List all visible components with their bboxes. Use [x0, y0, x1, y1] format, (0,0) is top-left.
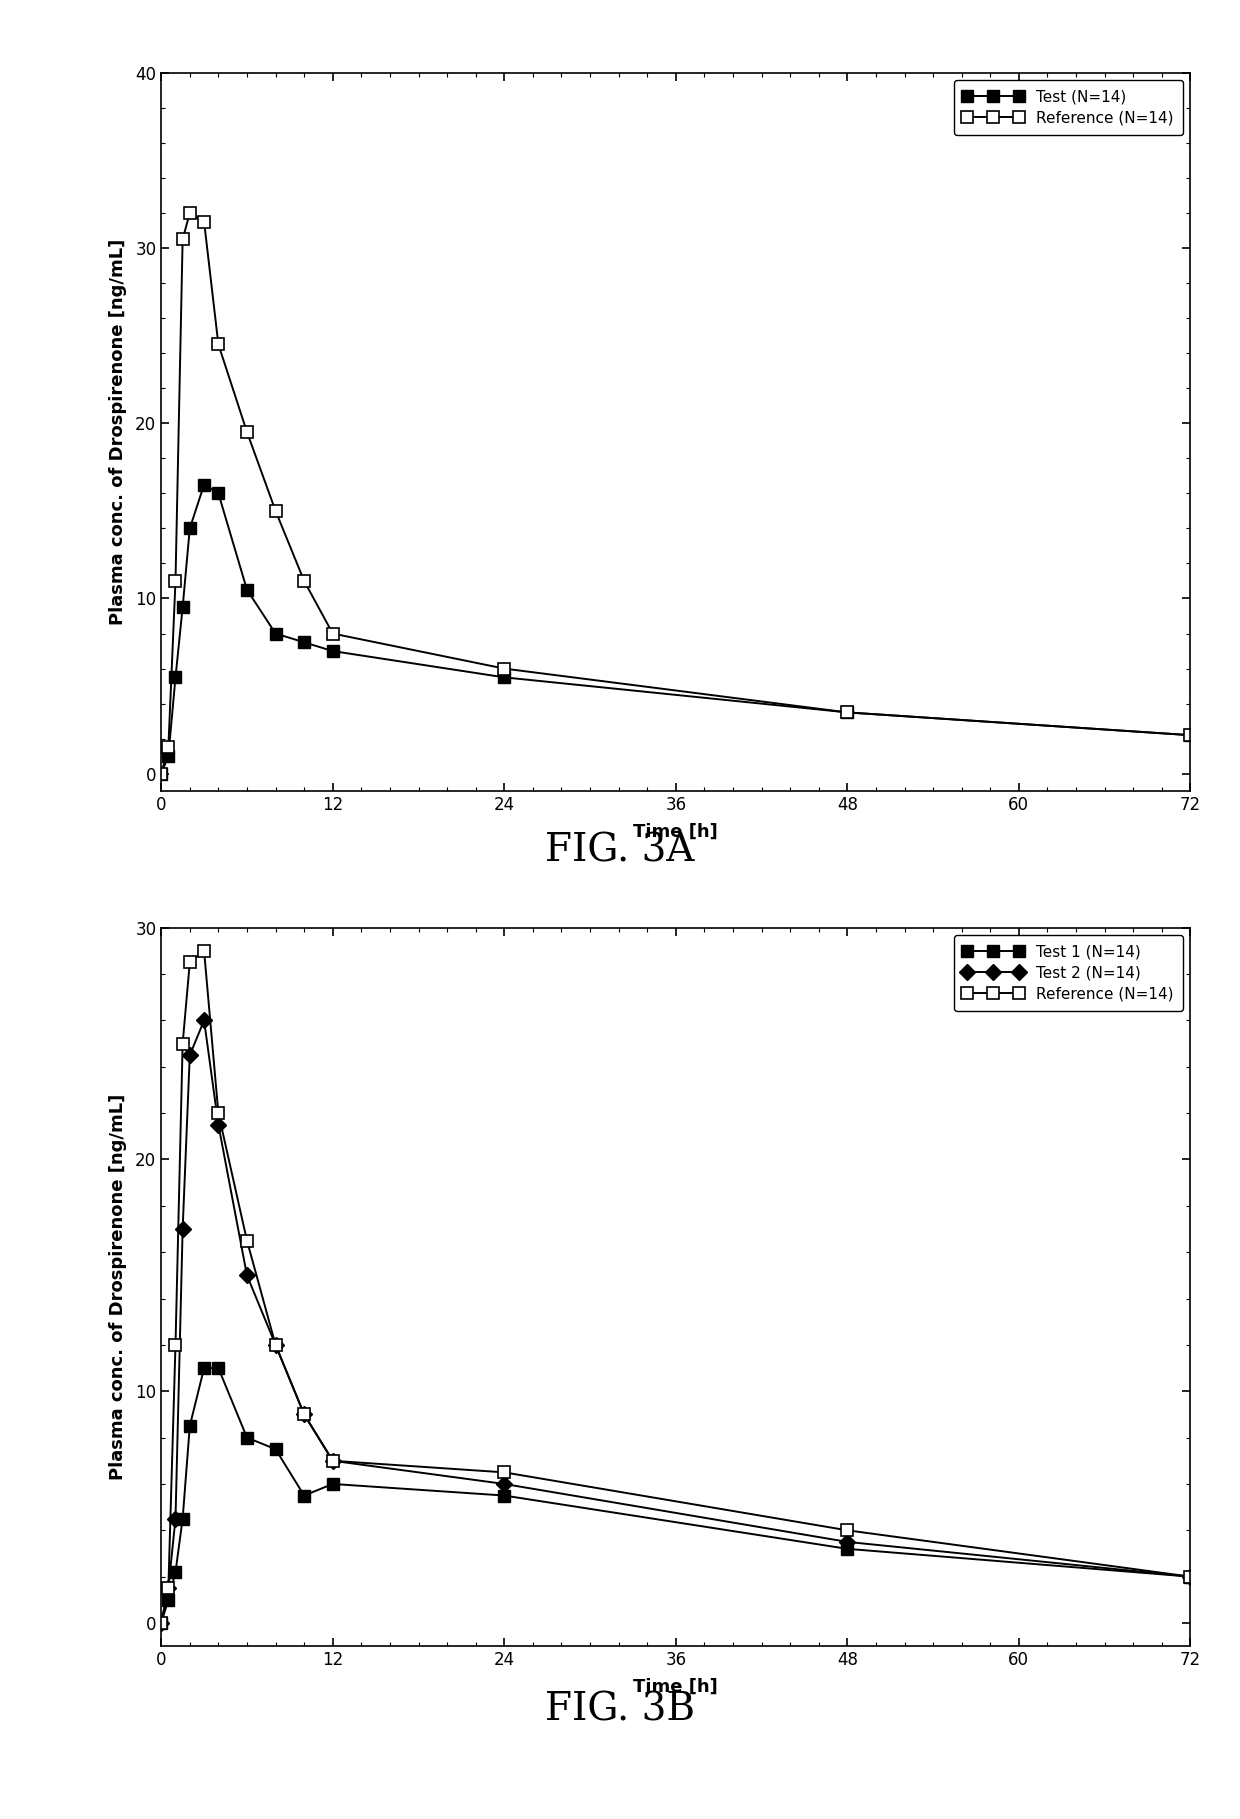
Test 1 (N=14) [325, 1473, 340, 1495]
Test 1 (N=14) [154, 1612, 169, 1633]
X-axis label: Time [h]: Time [h] [634, 1677, 718, 1695]
Test 1 (N=14) [239, 1426, 254, 1448]
Test 2 (N=14) [497, 1473, 512, 1495]
Reference (N=14) [182, 202, 197, 224]
Line: Test (N=14): Test (N=14) [156, 478, 1195, 779]
X-axis label: Time [h]: Time [h] [634, 822, 718, 840]
Test 1 (N=14) [175, 1508, 190, 1530]
Test (N=14) [169, 666, 184, 688]
Reference (N=14) [161, 737, 176, 759]
Test 1 (N=14) [169, 1561, 184, 1583]
Legend: Test (N=14), Reference (N=14): Test (N=14), Reference (N=14) [954, 80, 1183, 135]
Test 2 (N=14) [325, 1450, 340, 1472]
Reference (N=14) [839, 702, 854, 724]
Test 2 (N=14) [182, 1044, 197, 1066]
Test (N=14) [161, 746, 176, 768]
Test (N=14) [239, 578, 254, 600]
Test (N=14) [497, 666, 512, 688]
Test 2 (N=14) [1183, 1566, 1198, 1588]
Test (N=14) [325, 640, 340, 662]
Test 2 (N=14) [154, 1612, 169, 1633]
Reference (N=14) [268, 1333, 283, 1355]
Reference (N=14) [182, 951, 197, 973]
Line: Test 2 (N=14): Test 2 (N=14) [156, 1015, 1195, 1628]
Reference (N=14) [239, 422, 254, 444]
Test (N=14) [154, 762, 169, 784]
Reference (N=14) [154, 762, 169, 784]
Test 2 (N=14) [175, 1219, 190, 1241]
Reference (N=14) [175, 229, 190, 251]
Legend: Test 1 (N=14), Test 2 (N=14), Reference (N=14): Test 1 (N=14), Test 2 (N=14), Reference … [954, 935, 1183, 1011]
Line: Reference (N=14): Reference (N=14) [156, 946, 1195, 1628]
Test (N=14) [296, 631, 311, 653]
Reference (N=14) [268, 500, 283, 522]
Line: Test 1 (N=14): Test 1 (N=14) [156, 1362, 1195, 1628]
Reference (N=14) [325, 1450, 340, 1472]
Reference (N=14) [197, 211, 212, 233]
Test 1 (N=14) [197, 1357, 212, 1379]
Reference (N=14) [154, 1612, 169, 1633]
Reference (N=14) [296, 1404, 311, 1426]
Test 2 (N=14) [296, 1404, 311, 1426]
Test (N=14) [175, 597, 190, 618]
Reference (N=14) [211, 1102, 226, 1124]
Test (N=14) [268, 622, 283, 644]
Text: FIG. 3B: FIG. 3B [546, 1692, 694, 1728]
Reference (N=14) [1183, 724, 1198, 746]
Reference (N=14) [497, 658, 512, 680]
Test 1 (N=14) [182, 1415, 197, 1437]
Test (N=14) [182, 517, 197, 538]
Test (N=14) [211, 482, 226, 504]
Reference (N=14) [169, 1333, 184, 1355]
Test (N=14) [839, 702, 854, 724]
Test 1 (N=14) [296, 1484, 311, 1506]
Reference (N=14) [325, 622, 340, 644]
Test 1 (N=14) [839, 1537, 854, 1559]
Reference (N=14) [161, 1577, 176, 1599]
Test (N=14) [1183, 724, 1198, 746]
Reference (N=14) [1183, 1566, 1198, 1588]
Line: Reference (N=14): Reference (N=14) [156, 207, 1195, 779]
Text: FIG. 3A: FIG. 3A [546, 833, 694, 869]
Reference (N=14) [296, 569, 311, 591]
Test 2 (N=14) [839, 1532, 854, 1553]
Reference (N=14) [197, 940, 212, 962]
Reference (N=14) [169, 569, 184, 591]
Test 2 (N=14) [169, 1508, 184, 1530]
Test 2 (N=14) [197, 1010, 212, 1031]
Reference (N=14) [175, 1033, 190, 1055]
Test 1 (N=14) [161, 1590, 176, 1612]
Reference (N=14) [211, 333, 226, 355]
Test (N=14) [197, 473, 212, 495]
Test 2 (N=14) [161, 1577, 176, 1599]
Test 2 (N=14) [239, 1264, 254, 1286]
Y-axis label: Plasma conc. of Drospirenone [ng/mL]: Plasma conc. of Drospirenone [ng/mL] [109, 238, 126, 626]
Test 1 (N=14) [268, 1439, 283, 1461]
Reference (N=14) [839, 1519, 854, 1541]
Test 1 (N=14) [497, 1484, 512, 1506]
Reference (N=14) [239, 1230, 254, 1251]
Test 2 (N=14) [211, 1113, 226, 1135]
Test 1 (N=14) [211, 1357, 226, 1379]
Reference (N=14) [497, 1461, 512, 1482]
Test 1 (N=14) [1183, 1566, 1198, 1588]
Y-axis label: Plasma conc. of Drospirenone [ng/mL]: Plasma conc. of Drospirenone [ng/mL] [109, 1093, 126, 1481]
Test 2 (N=14) [268, 1333, 283, 1355]
